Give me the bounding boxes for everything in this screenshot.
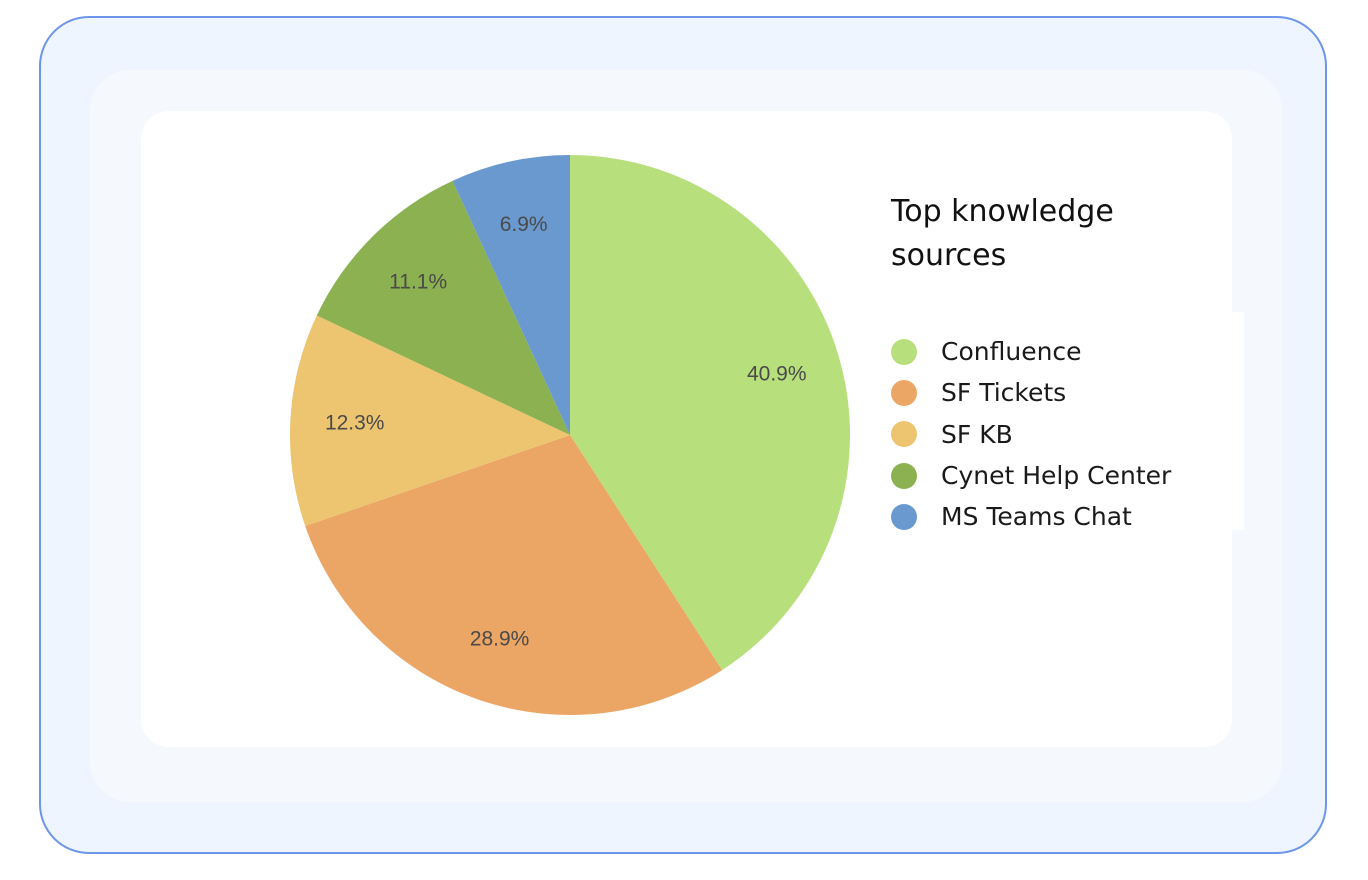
- chart-title: Top knowledge sources: [891, 194, 1114, 273]
- pie-slice-cynet-help-center: [316, 180, 570, 435]
- legend-label-sf-kb: SF KB: [941, 419, 1013, 449]
- slice-label-sf-tickets: 28.9%: [470, 627, 530, 650]
- legend-label-sf-tickets: SF Tickets: [941, 378, 1067, 408]
- slice-label-sf-kb: 12.3%: [325, 412, 385, 435]
- legend: Confluence SF Tickets SF KB Cynet Help C…: [891, 331, 1171, 537]
- slice-label-confluence: 40.9%: [747, 362, 807, 385]
- slice-label-ms-teams-chat: 6.9%: [500, 213, 548, 236]
- pie-slice-sf-kb: [290, 315, 570, 527]
- legend-label-cynet-help-center: Cynet Help Center: [941, 461, 1172, 491]
- legend-label-ms-teams-chat: MS Teams Chat: [941, 502, 1132, 532]
- legend-item-ms-teams-chat: MS Teams Chat: [891, 496, 1171, 537]
- legend-item-confluence: Confluence: [891, 331, 1171, 372]
- legend-item-sf-tickets: SF Tickets: [891, 372, 1171, 413]
- legend-swatch-confluence: [891, 338, 917, 365]
- card-notch: [1232, 312, 1244, 530]
- legend-swatch-sf-kb: [891, 421, 917, 448]
- pie-slice-ms-teams-chat: [452, 155, 570, 435]
- pie-slices: [290, 155, 850, 715]
- legend-swatch-cynet-help-center: [891, 462, 917, 489]
- pie-slice-confluence: [570, 155, 850, 671]
- pie-slice-labels: 40.9% 28.9% 12.3% 11.1% 6.9%: [325, 213, 807, 650]
- legend-swatch-ms-teams-chat: [891, 503, 917, 530]
- pie-slice-sf-tickets: [305, 435, 723, 715]
- slice-label-cynet-help-center: 11.1%: [389, 270, 447, 293]
- legend-item-cynet-help-center: Cynet Help Center: [891, 455, 1171, 496]
- legend-item-sf-kb: SF KB: [891, 414, 1171, 455]
- legend-swatch-sf-tickets: [891, 379, 917, 406]
- legend-label-confluence: Confluence: [941, 337, 1082, 367]
